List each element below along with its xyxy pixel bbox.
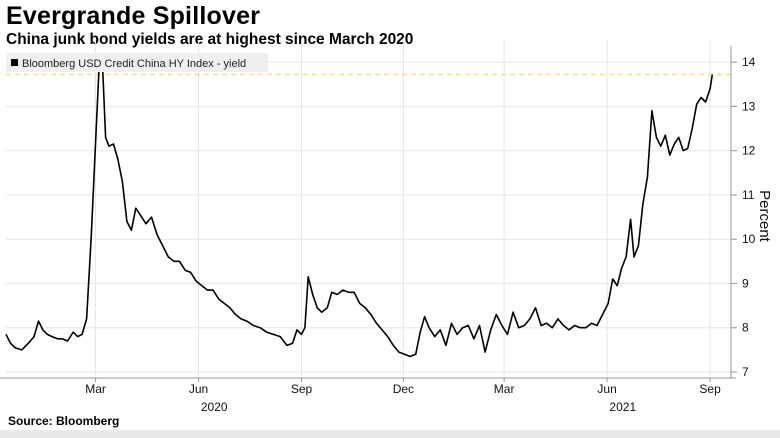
y-tick-label: 11 xyxy=(742,188,755,202)
source-note: Source: Bloomberg xyxy=(8,414,120,428)
x-tick-label: Jun xyxy=(597,382,616,396)
x-tick-label: Jun xyxy=(189,382,208,396)
x-tick-label: Dec xyxy=(393,382,414,396)
footer-band xyxy=(0,430,780,438)
y-tick-label: 7 xyxy=(742,365,749,379)
y-tick-label: 10 xyxy=(742,232,756,246)
x-tick-label: Mar xyxy=(85,382,106,396)
y-tick-label: 13 xyxy=(742,99,756,113)
series-line xyxy=(5,59,714,358)
series-layer xyxy=(5,59,714,358)
legend-swatch xyxy=(11,59,18,66)
y-axis-title: Percent xyxy=(756,190,773,243)
y-tick-label: 12 xyxy=(742,144,756,158)
y-tick-label: 9 xyxy=(742,276,749,290)
x-tick-label: Sep xyxy=(291,382,313,396)
grid xyxy=(6,40,736,378)
legend: Bloomberg USD Credit China HY Index - yi… xyxy=(6,53,268,72)
chart-subtitle: China junk bond yields are at highest si… xyxy=(6,31,414,48)
x-year-label: 2020 xyxy=(201,400,228,414)
y-tick-label: 8 xyxy=(742,321,749,335)
legend-box xyxy=(6,53,268,72)
chart-title: Evergrande Spillover xyxy=(6,2,261,30)
x-year-label: 2021 xyxy=(609,400,636,414)
legend-label: Bloomberg USD Credit China HY Index - yi… xyxy=(22,58,246,70)
y-tick-label: 14 xyxy=(742,55,756,69)
axes: 7 8 9 10 11 12 13 14 Mar Jun Sep Dec Mar Jun Sep 2020 20… xyxy=(0,46,756,414)
x-tick-label: Mar xyxy=(494,382,515,396)
x-tick-label: Sep xyxy=(699,382,721,396)
